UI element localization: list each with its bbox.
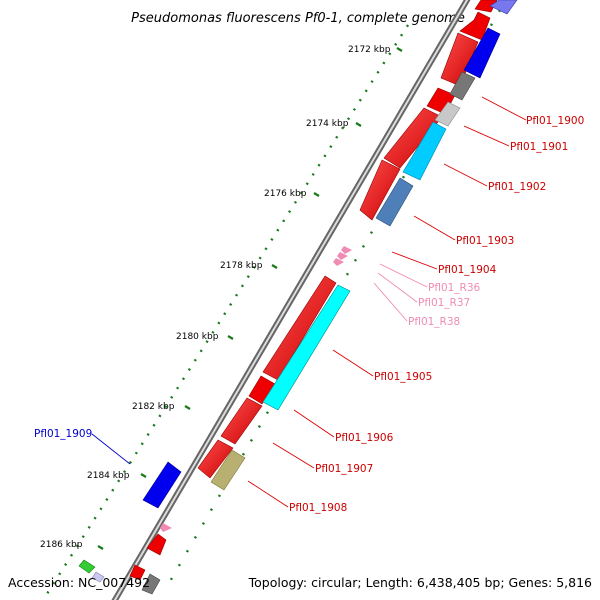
gene-block[interactable] bbox=[375, 177, 414, 227]
gene-label[interactable]: Pfl01_1903 bbox=[456, 235, 514, 247]
gene-block[interactable] bbox=[262, 284, 351, 411]
scale-tick bbox=[271, 264, 278, 269]
scale-tick-label: 2184 kbp bbox=[87, 471, 130, 481]
gene-labels: Pfl01_1900 Pfl01_1901 Pfl01_1902 Pfl01_1… bbox=[34, 115, 584, 514]
trna-marker[interactable] bbox=[333, 258, 344, 266]
gene-block[interactable] bbox=[449, 71, 476, 101]
gene-block[interactable] bbox=[197, 439, 234, 479]
gene-block[interactable] bbox=[474, 0, 498, 13]
scale-tick bbox=[227, 335, 234, 340]
feature-track bbox=[78, 0, 518, 595]
trna-marker[interactable] bbox=[337, 252, 348, 260]
scale-tick-label: 2180 kbp bbox=[176, 332, 219, 342]
scale-tick-label: 2172 kbp bbox=[348, 45, 391, 55]
scale-tick bbox=[97, 545, 104, 550]
gene-label[interactable]: Pfl01_1907 bbox=[315, 463, 373, 475]
gene-block[interactable] bbox=[248, 375, 276, 405]
genome-summary-text: Topology: circular; Length: 6,438,405 bp… bbox=[248, 575, 592, 590]
scale-tick bbox=[184, 405, 191, 410]
gene-label[interactable]: Pfl01_1908 bbox=[289, 502, 347, 514]
scale-tick-label: 2174 kbp bbox=[306, 119, 349, 129]
scale-tick-label: 2178 kbp bbox=[220, 261, 263, 271]
trna-marker[interactable] bbox=[160, 523, 172, 532]
gene-block[interactable] bbox=[129, 564, 146, 581]
leader-lines bbox=[91, 96, 527, 508]
gene-label[interactable]: Pfl01_1904 bbox=[438, 264, 497, 276]
gene-block[interactable] bbox=[91, 571, 105, 583]
gene-block[interactable] bbox=[210, 449, 246, 491]
scale-tick bbox=[396, 47, 403, 52]
outer-dotted-track bbox=[43, 24, 410, 598]
gene-block[interactable] bbox=[489, 0, 518, 15]
trna-marker[interactable] bbox=[341, 246, 352, 254]
scale-tick-label: 2186 kbp bbox=[40, 540, 83, 550]
gene-label[interactable]: Pfl01_1906 bbox=[335, 432, 394, 444]
gene-label[interactable]: Pfl01_1902 bbox=[488, 181, 546, 193]
gene-block[interactable] bbox=[434, 101, 461, 127]
gene-block[interactable] bbox=[146, 533, 167, 556]
gene-block[interactable] bbox=[220, 397, 263, 445]
gene-label[interactable]: Pfl01_R37 bbox=[418, 297, 470, 309]
gene-block[interactable] bbox=[383, 107, 443, 169]
gene-block[interactable] bbox=[142, 461, 182, 509]
scale-ticks: 2172 kbp 2174 kbp 2176 kbp 2178 kbp 2180 kbp… bbox=[40, 45, 403, 550]
gene-label[interactable]: Pfl01_1901 bbox=[510, 141, 568, 153]
gene-label[interactable]: Pfl01_R38 bbox=[408, 316, 460, 328]
gene-block[interactable] bbox=[459, 11, 491, 41]
scale-tick bbox=[355, 122, 362, 127]
gene-block[interactable] bbox=[359, 159, 401, 221]
gene-label[interactable]: Pfl01_1900 bbox=[526, 115, 584, 127]
map-title: Pseudomonas fluorescens Pf0-1, complete … bbox=[131, 11, 465, 26]
gene-block[interactable] bbox=[141, 573, 161, 595]
gene-block[interactable] bbox=[402, 121, 447, 181]
scale-tick bbox=[140, 473, 147, 478]
scale-tick-label: 2182 kbp bbox=[132, 402, 175, 412]
gene-block[interactable] bbox=[78, 559, 96, 574]
genome-backbone bbox=[111, 0, 471, 600]
gene-label[interactable]: Pfl01_1909 bbox=[34, 428, 92, 440]
accession-text: Accession: NC_007492 bbox=[8, 575, 150, 590]
gene-block[interactable] bbox=[463, 27, 501, 79]
gene-label[interactable]: Pfl01_1905 bbox=[374, 371, 432, 383]
scale-tick-label: 2176 kbp bbox=[264, 189, 307, 199]
gene-label[interactable]: Pfl01_R36 bbox=[428, 282, 481, 294]
scale-tick bbox=[313, 192, 320, 197]
